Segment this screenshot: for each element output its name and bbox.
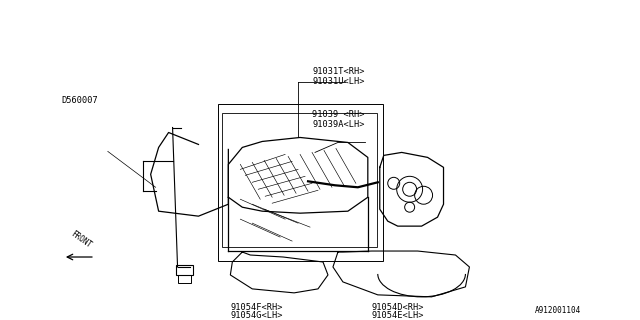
Text: D560007: D560007 <box>61 96 98 105</box>
Text: 91054G<LH>: 91054G<LH> <box>230 311 283 320</box>
Text: 91039 <RH>: 91039 <RH> <box>312 109 365 118</box>
Bar <box>218 104 383 261</box>
Text: 91054D<RH>: 91054D<RH> <box>372 303 424 312</box>
Text: A912001104: A912001104 <box>535 306 581 315</box>
Text: 91054E<LH>: 91054E<LH> <box>372 311 424 320</box>
Text: FRONT: FRONT <box>69 229 93 250</box>
Bar <box>177 275 191 283</box>
Text: 91039A<LH>: 91039A<LH> <box>312 119 365 129</box>
Text: 91031U<LH>: 91031U<LH> <box>312 77 365 86</box>
Text: 91031T<RH>: 91031T<RH> <box>312 67 365 76</box>
Text: 91054F<RH>: 91054F<RH> <box>230 303 283 312</box>
Bar <box>222 113 377 247</box>
Bar <box>175 265 193 275</box>
